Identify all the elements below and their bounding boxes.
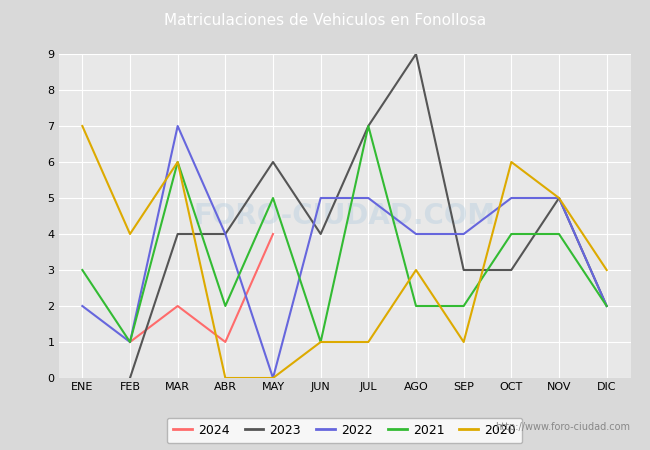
2021 <box>365 123 372 129</box>
Line: 2023: 2023 <box>130 54 606 378</box>
2021 <box>126 339 134 345</box>
2021 <box>317 339 324 345</box>
2024 <box>174 303 181 309</box>
2020 <box>460 339 467 345</box>
2021 <box>79 267 86 273</box>
2021 <box>460 303 467 309</box>
Line: 2024: 2024 <box>130 234 273 342</box>
2023 <box>222 231 229 237</box>
Text: FORO-CIUDAD.COM: FORO-CIUDAD.COM <box>194 202 495 230</box>
2022 <box>365 195 372 201</box>
2023 <box>412 51 420 57</box>
2022 <box>603 303 610 309</box>
2021 <box>508 231 515 237</box>
2023 <box>508 267 515 273</box>
2022 <box>269 375 277 381</box>
2023 <box>174 231 181 237</box>
2021 <box>222 303 229 309</box>
2020 <box>365 339 372 345</box>
2021 <box>412 303 420 309</box>
Text: Matriculaciones de Vehiculos en Fonollosa: Matriculaciones de Vehiculos en Fonollos… <box>164 13 486 28</box>
2023 <box>603 303 610 309</box>
2022 <box>508 195 515 201</box>
2020 <box>269 375 277 381</box>
2021 <box>603 303 610 309</box>
2024 <box>222 339 229 345</box>
2022 <box>79 303 86 309</box>
2020 <box>603 267 610 273</box>
2020 <box>412 267 420 273</box>
2022 <box>460 231 467 237</box>
2023 <box>365 123 372 129</box>
2020 <box>79 123 86 129</box>
Legend: 2024, 2023, 2022, 2021, 2020: 2024, 2023, 2022, 2021, 2020 <box>166 418 523 443</box>
2022 <box>555 195 563 201</box>
Line: 2021: 2021 <box>83 126 606 342</box>
2020 <box>508 159 515 165</box>
2020 <box>174 159 181 165</box>
2020 <box>222 375 229 381</box>
2023 <box>126 375 134 381</box>
Line: 2022: 2022 <box>83 126 606 378</box>
2022 <box>126 339 134 345</box>
2021 <box>269 195 277 201</box>
2021 <box>555 231 563 237</box>
2022 <box>412 231 420 237</box>
2023 <box>460 267 467 273</box>
2022 <box>222 231 229 237</box>
2022 <box>317 195 324 201</box>
Line: 2020: 2020 <box>83 126 606 378</box>
2020 <box>317 339 324 345</box>
2024 <box>269 231 277 237</box>
2020 <box>126 231 134 237</box>
2021 <box>174 159 181 165</box>
2023 <box>555 195 563 201</box>
2022 <box>174 123 181 129</box>
2020 <box>555 195 563 201</box>
2024 <box>126 339 134 345</box>
2023 <box>269 159 277 165</box>
Text: http://www.foro-ciudad.com: http://www.foro-ciudad.com <box>495 422 630 432</box>
2023 <box>317 231 324 237</box>
